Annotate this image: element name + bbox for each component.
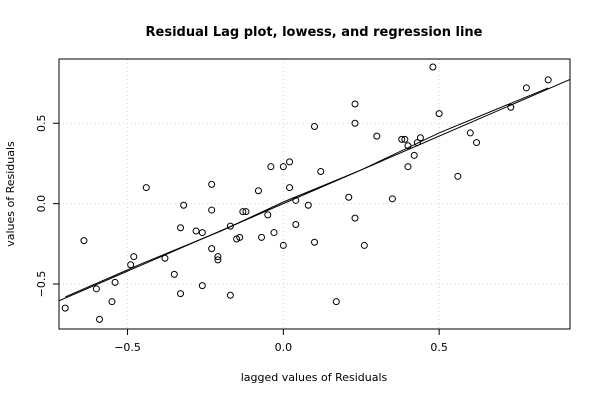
data-point-22 xyxy=(226,222,234,230)
data-point-1 xyxy=(80,237,88,245)
data-point-50 xyxy=(388,195,396,203)
data-point-10 xyxy=(170,270,178,278)
plot-frame xyxy=(58,58,571,330)
grid xyxy=(59,59,570,329)
data-point-14 xyxy=(192,227,200,235)
data-point-6 xyxy=(127,261,135,269)
data-point-55 xyxy=(410,151,418,159)
data-point-29 xyxy=(258,233,266,241)
data-point-49 xyxy=(373,132,381,140)
data-point-33 xyxy=(279,163,287,171)
data-point-30 xyxy=(264,211,272,219)
data-point-28 xyxy=(254,187,262,195)
data-point-15 xyxy=(198,229,206,237)
data-point-37 xyxy=(292,221,300,229)
y-axis: −0.5 0.0 0.5 xyxy=(35,115,59,298)
data-point-4 xyxy=(108,298,116,306)
data-point-0 xyxy=(61,304,69,312)
x-tick-label-0: −0.5 xyxy=(114,341,141,354)
data-point-60 xyxy=(454,172,462,180)
data-point-61 xyxy=(466,129,474,137)
data-point-21 xyxy=(214,256,222,264)
data-point-35 xyxy=(286,184,294,192)
lowess-curve xyxy=(65,87,549,298)
data-point-31 xyxy=(267,163,275,171)
data-point-5 xyxy=(111,278,119,286)
data-point-62 xyxy=(473,139,481,147)
data-point-40 xyxy=(311,123,318,130)
data-point-57 xyxy=(416,134,424,142)
data-point-56 xyxy=(413,139,421,147)
data-point-13 xyxy=(180,201,188,209)
y-tick-label-0: −0.5 xyxy=(35,271,48,298)
data-point-19 xyxy=(208,245,216,253)
data-point-41 xyxy=(311,238,318,246)
data-point-25 xyxy=(236,233,244,241)
regression-line xyxy=(59,78,570,302)
data-point-12 xyxy=(177,290,185,298)
y-tick-label-2: 0.5 xyxy=(35,115,48,132)
data-point-44 xyxy=(345,193,353,201)
data-point-32 xyxy=(270,229,278,237)
data-point-53 xyxy=(404,142,412,150)
data-point-45 xyxy=(351,119,359,127)
data-point-23 xyxy=(226,291,234,299)
data-point-46 xyxy=(351,100,359,108)
fit-lines xyxy=(59,78,570,302)
data-point-48 xyxy=(360,241,368,249)
data-point-59 xyxy=(435,110,443,118)
x-tick-label-2: 0.5 xyxy=(430,341,448,354)
data-point-36 xyxy=(286,158,294,166)
data-point-63 xyxy=(507,103,515,111)
data-point-8 xyxy=(142,184,150,192)
data-point-7 xyxy=(130,253,138,261)
data-point-51 xyxy=(398,135,406,143)
data-point-17 xyxy=(208,180,216,188)
data-point-43 xyxy=(332,298,340,306)
data-point-64 xyxy=(522,84,530,92)
data-point-3 xyxy=(96,315,104,323)
data-point-47 xyxy=(351,214,359,222)
data-point-65 xyxy=(544,76,552,84)
data-point-58 xyxy=(429,63,437,71)
data-point-42 xyxy=(317,168,325,175)
x-tick-label-1: 0.0 xyxy=(275,341,293,354)
data-point-9 xyxy=(161,254,169,262)
data-point-27 xyxy=(242,208,250,216)
data-point-11 xyxy=(177,224,185,232)
data-point-18 xyxy=(208,206,216,214)
data-point-34 xyxy=(279,241,287,249)
x-axis: −0.5 0.0 0.5 xyxy=(114,329,448,354)
chart-title: Residual Lag plot, lowess, and regressio… xyxy=(146,25,483,40)
data-point-52 xyxy=(401,135,409,143)
data-points xyxy=(61,63,552,323)
data-point-16 xyxy=(198,282,206,290)
data-point-26 xyxy=(239,208,247,216)
y-tick-label-1: 0.0 xyxy=(35,195,48,213)
x-axis-label: lagged values of Residuals xyxy=(241,371,388,384)
y-axis-label: values of Residuals xyxy=(4,141,17,247)
data-point-20 xyxy=(214,253,222,261)
data-point-54 xyxy=(404,163,412,171)
data-point-38 xyxy=(292,196,300,204)
data-point-39 xyxy=(304,201,312,209)
data-point-2 xyxy=(92,285,100,293)
